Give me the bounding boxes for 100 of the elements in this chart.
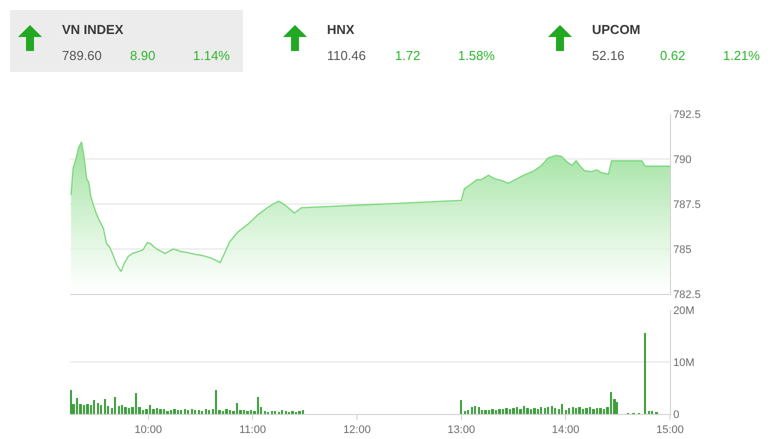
bar [156,408,158,414]
bar [180,410,182,414]
bar [135,393,137,414]
bar [70,390,72,414]
bar [589,407,591,414]
x-tick-label: 13:00 [448,424,476,436]
bar [124,407,127,414]
bar [291,411,294,414]
bar [100,405,102,414]
bar [516,407,518,414]
bar [648,411,650,414]
bar [166,411,169,414]
bar [201,411,203,414]
bar [97,403,99,414]
bar [544,408,546,414]
bar [142,410,144,414]
bar [596,408,598,414]
bar [163,409,165,414]
bar [194,410,196,414]
bar [526,408,529,414]
bar [603,409,605,414]
bar [533,408,536,414]
bar [610,392,612,414]
bar [104,399,106,414]
bar [495,410,497,414]
bar [152,409,155,414]
bar [274,411,276,414]
x-tick-label: 11:00 [239,424,266,436]
bar [86,404,89,414]
bar [128,408,130,414]
bar [118,406,120,414]
text: VN INDEX [62,22,124,37]
bar [225,409,228,414]
bar [467,410,469,414]
x-tick-label: 10:00 [134,424,162,436]
bar [519,409,522,414]
bar [523,406,525,414]
bar [561,404,563,414]
bar [83,405,85,414]
y-tick-label: 787.5 [673,198,701,211]
x-tick-label: 12:00 [343,424,371,436]
bar [572,407,574,414]
text: 1.21% [723,48,760,63]
y-tick-label: 790 [673,154,692,166]
bar [208,410,210,414]
bar [184,409,186,414]
bar [498,409,501,414]
bar [502,409,504,414]
bar [471,407,473,414]
bar [568,408,570,414]
bar [205,409,207,414]
bar [592,409,595,414]
bar [464,411,466,414]
bar [114,397,116,414]
bar [491,409,494,414]
bar [222,411,224,414]
bar [582,409,584,414]
bar [488,410,490,414]
bar [551,406,553,414]
text: 110.46 [327,48,366,63]
bar [509,409,511,414]
y-tick-label: 792.5 [673,108,701,121]
bar [271,411,273,414]
bar [575,408,577,414]
bar [481,410,483,414]
bar [149,405,151,414]
text: UPCOM [592,22,640,37]
bar [537,409,539,414]
text: 52.16 [592,48,625,63]
bar [285,411,287,414]
bar [229,410,231,414]
text: 1.72 [395,48,420,63]
text: 1.58% [458,48,496,63]
bar [302,410,304,414]
bar [236,403,238,414]
x-tick-label: 15:00 [656,424,684,436]
bar [565,410,567,414]
bar [264,411,266,414]
bar [298,411,301,414]
bar [159,409,162,414]
bar [484,410,487,414]
bar [191,409,193,414]
bar [177,410,179,414]
bar [173,409,176,414]
bar [93,400,95,414]
bar [585,408,588,414]
bar [644,333,646,414]
bar [187,410,189,414]
bar [478,407,480,414]
bar [616,402,618,414]
bar [547,407,549,414]
text: 8.90 [130,48,156,63]
bar [599,408,602,414]
bar [474,406,476,414]
text: 1.14% [193,48,230,63]
bar [540,407,542,414]
y-tick-label: 10M [673,356,695,369]
bar [281,410,283,414]
bar [257,397,259,414]
bar [246,411,249,414]
